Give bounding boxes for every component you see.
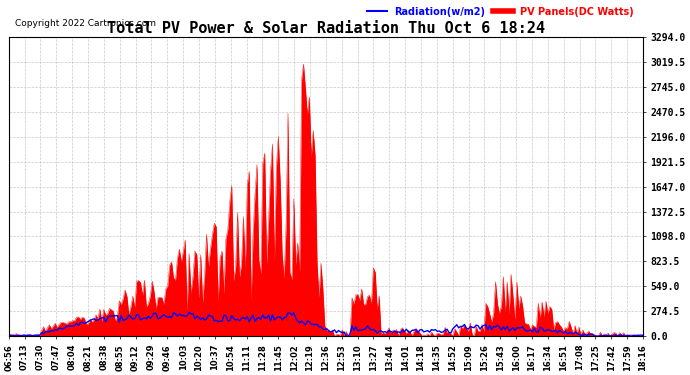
- Text: Copyright 2022 Cartronics.com: Copyright 2022 Cartronics.com: [15, 19, 156, 28]
- Legend: Radiation(w/m2), PV Panels(DC Watts): Radiation(w/m2), PV Panels(DC Watts): [364, 3, 638, 21]
- Title: Total PV Power & Solar Radiation Thu Oct 6 18:24: Total PV Power & Solar Radiation Thu Oct…: [107, 21, 545, 36]
